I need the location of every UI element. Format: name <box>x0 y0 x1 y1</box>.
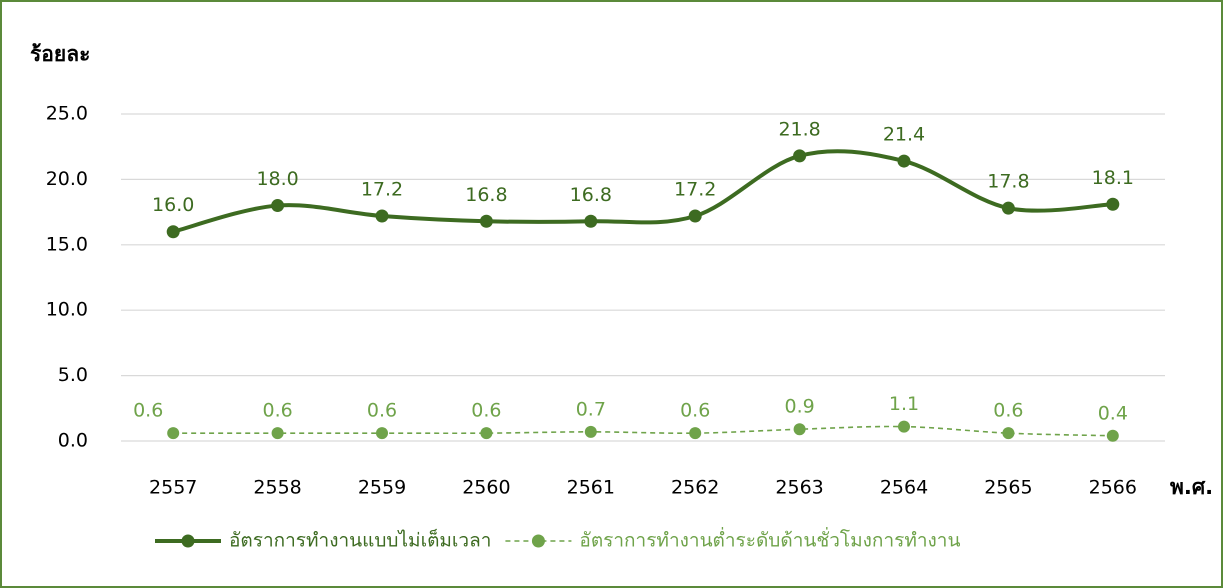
data-label: 16.0 <box>152 194 194 216</box>
point <box>271 199 285 213</box>
point <box>271 427 284 440</box>
data-label: 0.6 <box>262 400 292 422</box>
y-tick-label: 10.0 <box>46 299 88 321</box>
x-axis-title: พ.ศ. <box>1170 475 1213 499</box>
point <box>1106 197 1120 211</box>
data-label: 1.1 <box>889 393 919 415</box>
data-label: 17.2 <box>361 179 403 201</box>
data-label: 0.9 <box>784 396 814 418</box>
x-tick-label: 2565 <box>984 477 1032 499</box>
x-tick-label: 2563 <box>775 477 823 499</box>
x-tick-label: 2566 <box>1089 477 1137 499</box>
legend-marker <box>531 534 545 548</box>
point <box>166 225 180 239</box>
y-tick-label: 0.0 <box>58 430 88 452</box>
legend-marker <box>181 534 195 548</box>
series-line <box>173 425 1113 437</box>
point <box>793 423 806 436</box>
point <box>1106 429 1119 442</box>
x-tick-label: 2561 <box>567 477 615 499</box>
data-label: 17.2 <box>674 179 716 201</box>
x-tick-label: 2560 <box>462 477 510 499</box>
legend-label: อัตราการทำงานต่ำระดับด้านชั่วโมงการทำงาน <box>579 527 960 552</box>
data-label: 0.6 <box>993 400 1023 422</box>
data-label: 0.6 <box>471 400 501 422</box>
x-tick-label: 2557 <box>149 477 197 499</box>
point <box>479 214 493 228</box>
series-line <box>172 149 1113 234</box>
y-axis-title: ร้อยละ <box>30 42 90 66</box>
point <box>897 154 911 168</box>
data-label: 0.6 <box>680 400 710 422</box>
point <box>584 425 597 438</box>
point <box>898 420 910 433</box>
x-tick-label: 2564 <box>880 477 928 499</box>
data-label: 21.4 <box>883 124 925 146</box>
data-label: 17.8 <box>987 171 1029 193</box>
data-label: 16.8 <box>570 184 612 206</box>
point <box>167 427 180 440</box>
data-label: 21.8 <box>778 118 820 140</box>
data-label: 0.7 <box>576 398 606 420</box>
y-tick-label: 15.0 <box>46 233 88 255</box>
point <box>480 427 493 440</box>
legend-label: อัตราการทำงานแบบไม่เต็มเวลา <box>229 528 491 552</box>
y-tick-label: 20.0 <box>46 168 88 190</box>
data-label: 0.4 <box>1098 402 1128 424</box>
x-tick-label: 2559 <box>358 477 406 499</box>
point <box>375 209 389 223</box>
point <box>793 149 807 163</box>
data-label: 18.0 <box>256 168 298 190</box>
data-label: 16.8 <box>465 184 507 206</box>
point <box>1002 427 1015 440</box>
point <box>1001 201 1015 215</box>
point <box>688 209 702 223</box>
x-tick-label: 2562 <box>671 477 719 499</box>
point <box>584 214 598 228</box>
y-tick-label: 5.0 <box>58 364 88 386</box>
data-label: 18.1 <box>1092 167 1134 189</box>
point <box>376 427 388 440</box>
y-tick-label: 25.0 <box>46 103 88 125</box>
data-label: 0.6 <box>367 400 397 422</box>
x-tick-label: 2558 <box>253 477 301 499</box>
data-label: 0.6 <box>133 400 163 422</box>
point <box>689 427 702 440</box>
